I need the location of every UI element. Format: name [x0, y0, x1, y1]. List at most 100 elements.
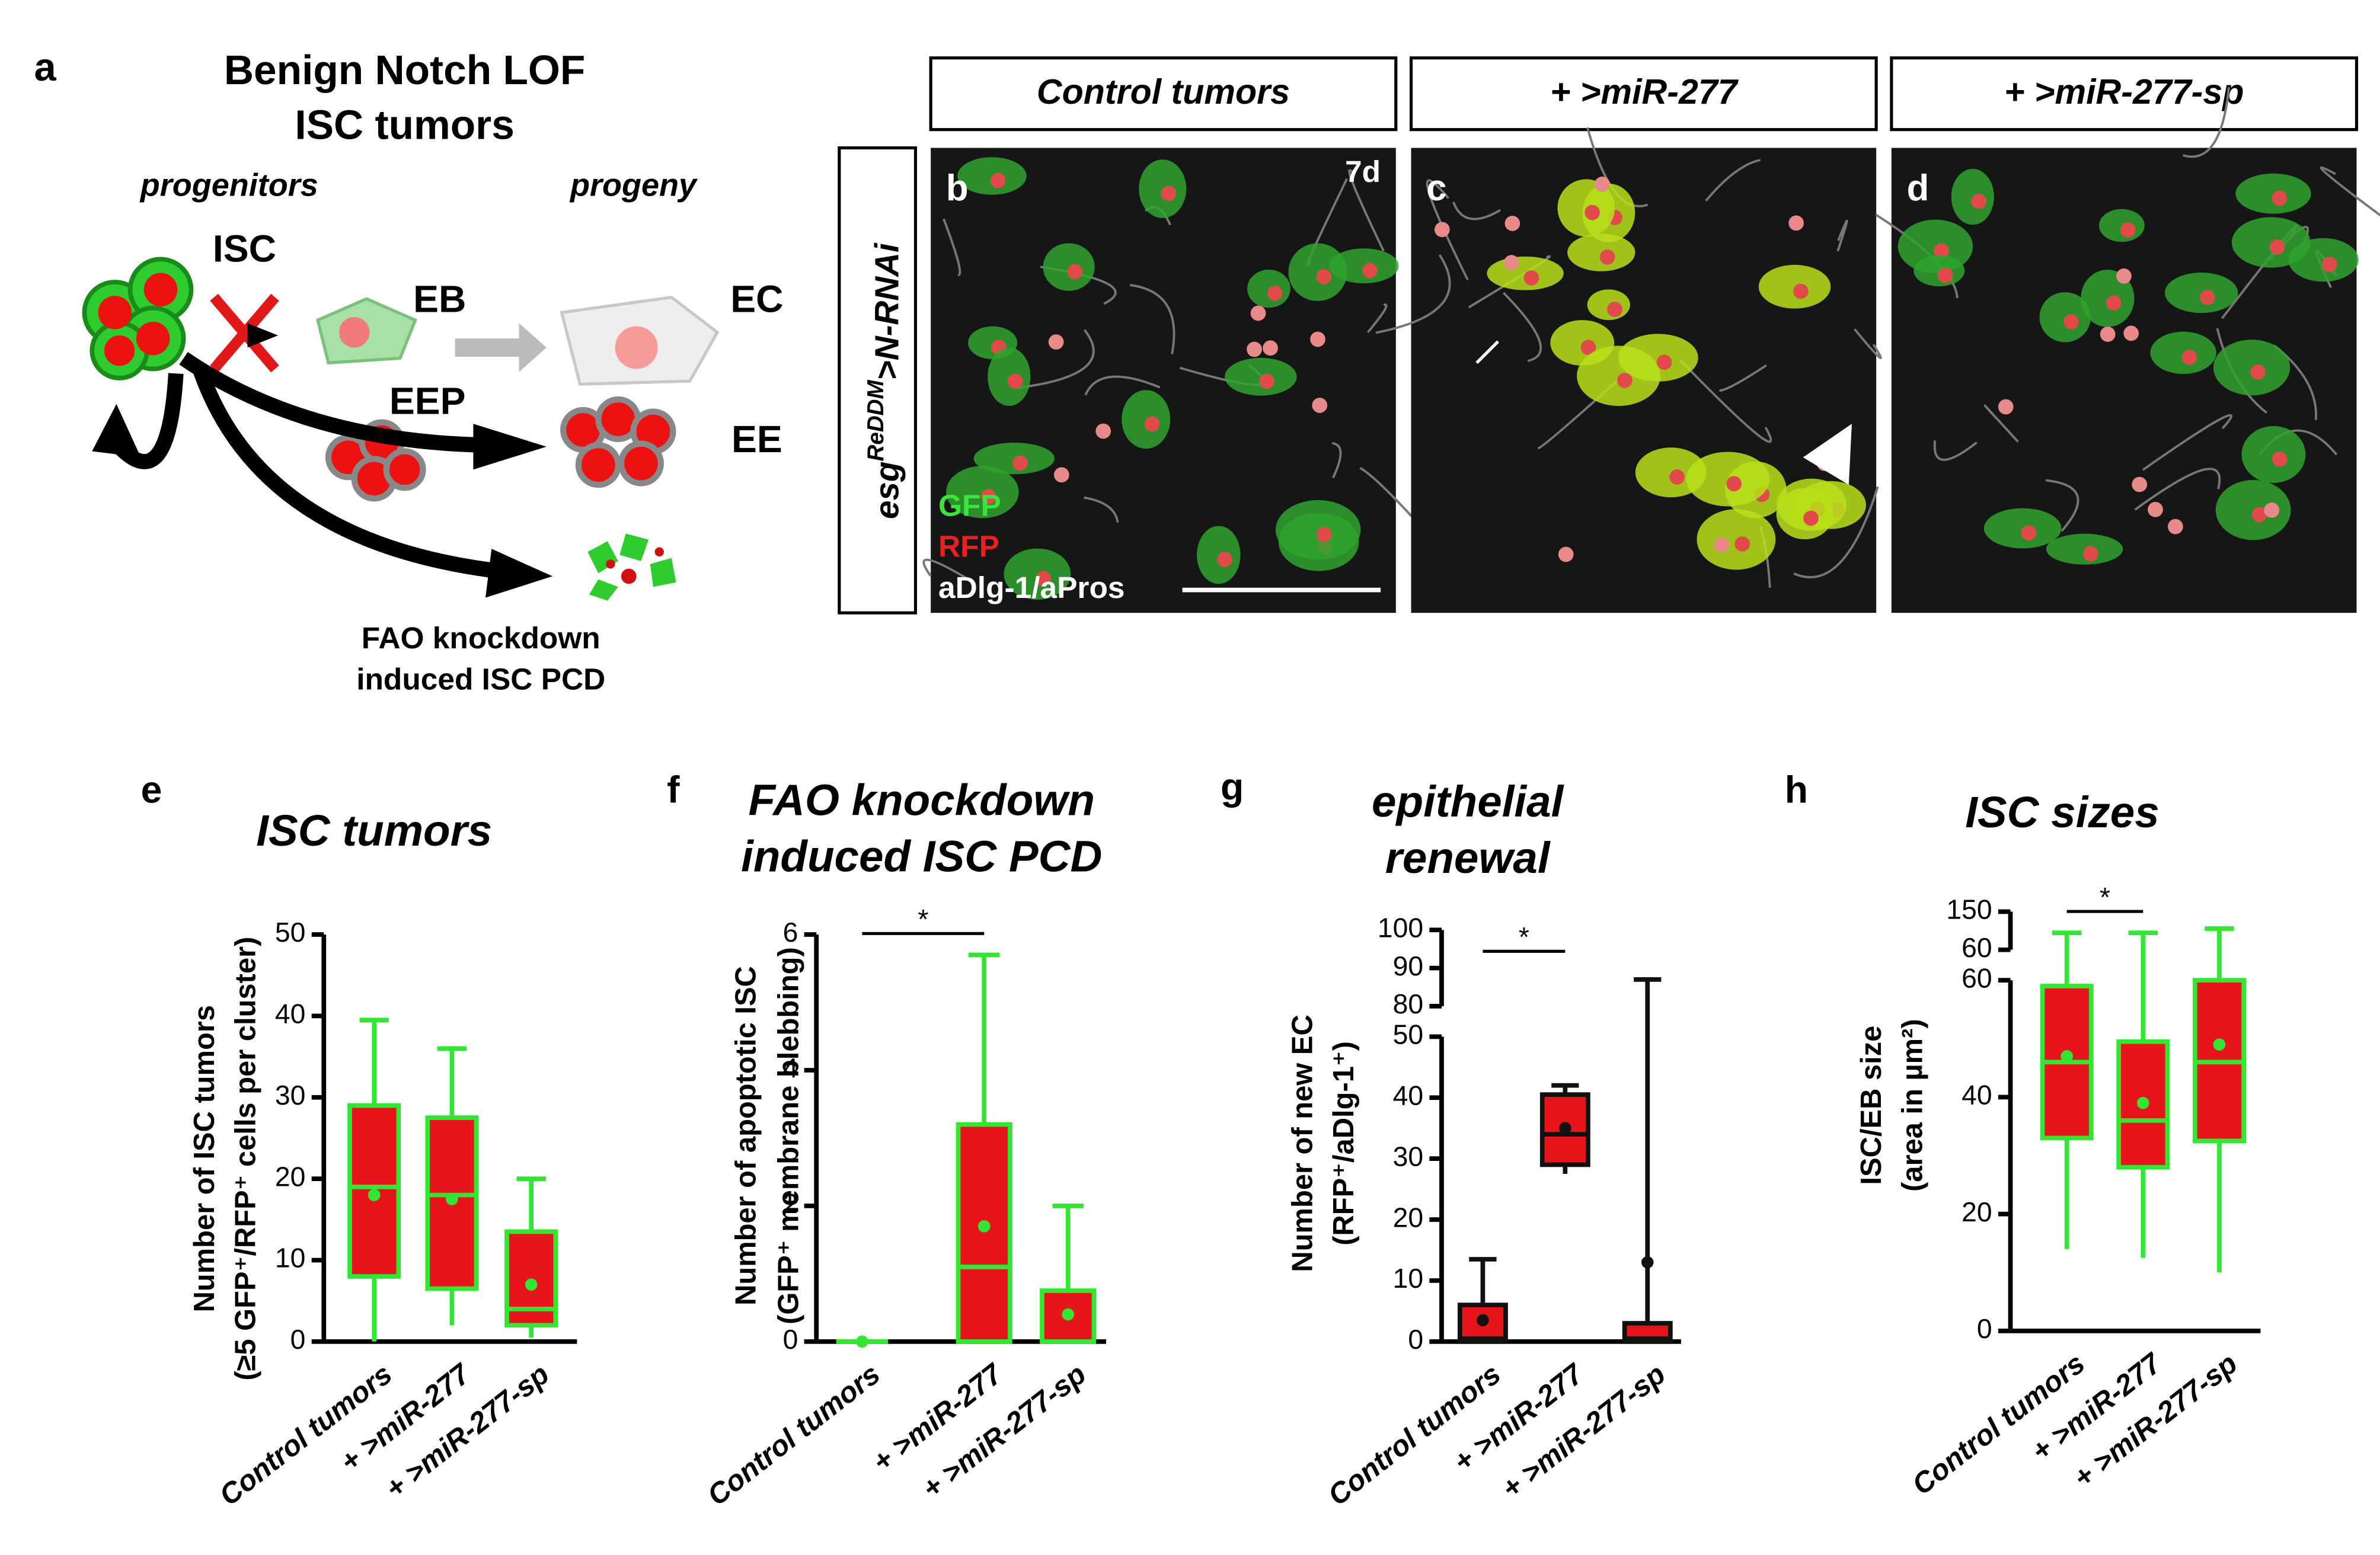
y-tick-label: 20	[1393, 1202, 1424, 1233]
header: + >miR-277-sp	[2004, 72, 2244, 111]
ec-nucleus	[615, 326, 658, 369]
y-tick-label: 60	[1961, 962, 1992, 993]
membrane	[1130, 283, 1175, 354]
rfp-nucleus	[1504, 216, 1520, 231]
membrane	[2134, 468, 2221, 511]
header: Control tumors	[1037, 72, 1290, 111]
rfp-nucleus	[2321, 257, 2337, 273]
y-axis-label: Number of ISC tumors	[189, 1005, 221, 1312]
label: progeny	[569, 168, 698, 203]
y-tick-label: 4	[783, 1052, 798, 1083]
membrane	[1452, 201, 1502, 220]
panel-letter: c	[1426, 168, 1446, 209]
y-tick-label: 0	[1977, 1313, 1992, 1344]
y-tick-label: 90	[1393, 951, 1424, 981]
rfp-nucleus	[1793, 283, 1809, 299]
channel-label: aDlg-1/aPros	[938, 570, 1124, 604]
y-axis-label: Number of apoptotic ISC	[730, 966, 762, 1306]
genotype: esg	[868, 461, 906, 519]
chart-title: FAO knockdown	[749, 775, 1095, 824]
gfp-cell	[2241, 425, 2306, 483]
genotype-sup: ReDDM	[863, 379, 889, 461]
rfp-nucleus	[980, 489, 996, 504]
rfp-nucleus	[2063, 314, 2079, 329]
rfp-nucleus	[1247, 341, 1262, 357]
box-chart: f FAO knockdown induced ISC PCD Number of a…	[667, 769, 1107, 1512]
rfp-nucleus	[1250, 305, 1266, 321]
arrowheads	[92, 323, 553, 598]
rfp-nucleus	[2251, 507, 2267, 523]
rfp-nucleus	[1161, 185, 1177, 201]
rfp-nucleus	[1934, 243, 1950, 259]
label: induced ISC PCD	[356, 662, 605, 696]
y-tick-label: 50	[1393, 1019, 1424, 1050]
rfp-nucleus	[2116, 268, 2132, 284]
rfp-nucleus	[1316, 269, 1332, 284]
chart-title: renewal	[1385, 833, 1551, 882]
y-axis-label: (RFP⁺/aDlg-1⁺)	[1328, 1041, 1360, 1246]
significance-label: *	[2100, 882, 2110, 913]
rfp-nucleus	[1558, 546, 1574, 562]
diagram-title: ISC tumors	[295, 101, 514, 148]
rfp-nucleus	[2132, 476, 2148, 492]
membrane	[1013, 329, 1095, 390]
chart-title: ISC sizes	[1965, 787, 2159, 837]
rfp-nucleus	[990, 172, 1006, 188]
arrow	[455, 323, 547, 372]
membrane	[2320, 166, 2380, 217]
y-tick-label: 50	[275, 917, 306, 948]
rfp-nucleus	[1714, 537, 1730, 553]
chart-title: ISC tumors	[256, 805, 492, 855]
ee-cells	[560, 396, 676, 488]
micrographs: esgReDDM>N-RNAi Control tumors b + >miR-27…	[838, 56, 2380, 615]
membrane	[1426, 179, 1469, 280]
membrane	[1331, 441, 1342, 479]
box-chart: h ISC sizes ISC/EB size (area in µm²) 0 20 40 6…	[1785, 769, 2261, 1501]
y-tick-label: 40	[1961, 1080, 1992, 1111]
gfp-cell	[2231, 217, 2311, 268]
gfp-cell	[988, 347, 1031, 406]
arrowhead	[1803, 424, 1852, 485]
channel-label: RFP	[938, 529, 999, 564]
mean	[368, 1189, 381, 1201]
label: ISC	[213, 227, 276, 270]
membrane	[922, 558, 974, 583]
rfp-nucleus	[1998, 399, 2014, 415]
header-box	[1890, 56, 2359, 132]
header: + >miR-277	[1550, 72, 1739, 111]
y-tick-label: 10	[275, 1243, 306, 1274]
y-axis-label: Number of new EC	[1286, 1015, 1318, 1272]
membrane	[1854, 328, 1882, 360]
rfp-nucleus	[1599, 249, 1615, 265]
membrane	[1348, 169, 1385, 252]
rfp-nucleus	[1267, 286, 1283, 301]
y-tick-label: 2	[783, 1188, 798, 1219]
box	[956, 1122, 1012, 1344]
rfp-nucleus	[1263, 340, 1278, 356]
y-tick-label: 30	[1393, 1141, 1424, 1172]
rfp-nucleus	[1317, 526, 1332, 542]
gfp-cell	[1139, 159, 1187, 218]
box-chart: e ISC tumors Number of ISC tumors (≥5 GFP⁺/…	[141, 769, 577, 1512]
y-tick-label: 6	[783, 917, 798, 948]
membrane	[1933, 440, 1978, 461]
rfp-nucleus	[1937, 267, 1953, 283]
rfp-nucleus	[2264, 502, 2280, 518]
y-tick-label: 40	[1393, 1080, 1424, 1111]
panel-letter: g	[1221, 766, 1244, 808]
y-tick-label: 60	[1961, 932, 1992, 963]
panel-letter: f	[667, 769, 680, 811]
membrane	[1366, 303, 1388, 334]
box	[347, 1103, 401, 1279]
membrane	[1705, 159, 1761, 202]
panel-letter: d	[1907, 168, 1929, 209]
y-tick-label: 0	[783, 1324, 798, 1355]
genotype-box	[838, 146, 918, 615]
y-tick-label: 20	[275, 1161, 306, 1192]
rfp-nucleus	[2100, 327, 2116, 342]
channel-label: GFP	[938, 488, 1001, 522]
rfp-nucleus	[1007, 373, 1023, 389]
mean	[1062, 1308, 1074, 1321]
mean	[446, 1193, 458, 1205]
rfp-nucleus	[1312, 398, 1328, 413]
